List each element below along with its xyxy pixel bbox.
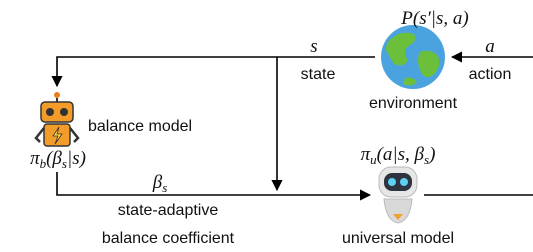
coefficient-symbol: βs bbox=[152, 172, 168, 195]
balance-model-label: balance model bbox=[88, 118, 192, 135]
balance-robot-icon bbox=[36, 92, 78, 146]
diagram: P(s′|s, a) environment s state a action … bbox=[0, 0, 533, 252]
transition-label: P(s′|s, a) bbox=[400, 8, 468, 29]
globe-icon bbox=[381, 22, 445, 89]
coefficient-label-line: balance coefficient bbox=[102, 230, 235, 247]
state-label: state bbox=[301, 66, 336, 83]
universal-model-label: universal model bbox=[342, 230, 454, 247]
coefficient-arrow bbox=[57, 172, 370, 195]
coefficient-label-line: state-adaptive bbox=[118, 202, 219, 219]
balance-policy: πb(βs|s) bbox=[30, 148, 86, 171]
action-label: action bbox=[469, 66, 512, 83]
environment-label: environment bbox=[369, 95, 458, 112]
action-symbol: a bbox=[485, 36, 495, 57]
universal-policy: πu(a|s, βs) bbox=[361, 144, 436, 167]
universal-robot-icon bbox=[379, 167, 417, 223]
state-symbol: s bbox=[310, 36, 317, 57]
